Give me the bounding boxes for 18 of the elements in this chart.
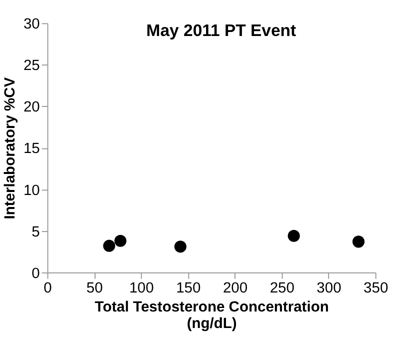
x-tick-label: 0 (44, 280, 52, 297)
y-tick-label: 10 (23, 182, 40, 199)
y-tick-label: 0 (32, 266, 40, 282)
x-tick-label: 150 (176, 280, 201, 297)
y-tick-label: 25 (23, 58, 40, 74)
x-tick-label: 50 (86, 280, 103, 297)
x-tick-label: 250 (270, 280, 294, 297)
x-tick-label: 350 (364, 280, 388, 297)
y-tick-label: 20 (23, 100, 40, 116)
x-axis-title: Total Testosterone Concentration (ng/dL) (94, 299, 329, 332)
y-tick-label: 5 (32, 224, 40, 240)
y-tick-label: 30 (23, 16, 40, 33)
x-tick-label: 300 (316, 280, 342, 297)
chart-title: May 2011 PT Event (146, 20, 296, 40)
y-axis-title: Interlaboratory %CV (2, 77, 19, 220)
x-tick-label: 100 (129, 280, 154, 297)
y-tick-label: 15 (23, 141, 40, 158)
x-tick-label: 200 (222, 280, 248, 297)
